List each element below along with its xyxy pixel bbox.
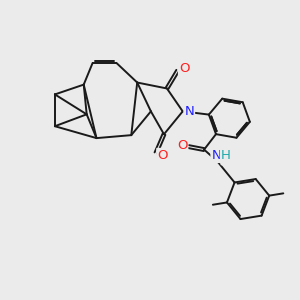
Text: H: H xyxy=(221,152,230,164)
Text: O: O xyxy=(157,149,168,162)
Text: N: N xyxy=(212,149,221,162)
Text: O: O xyxy=(179,62,189,75)
Text: O: O xyxy=(177,139,188,152)
Text: H: H xyxy=(221,149,231,162)
Text: N: N xyxy=(184,105,194,118)
